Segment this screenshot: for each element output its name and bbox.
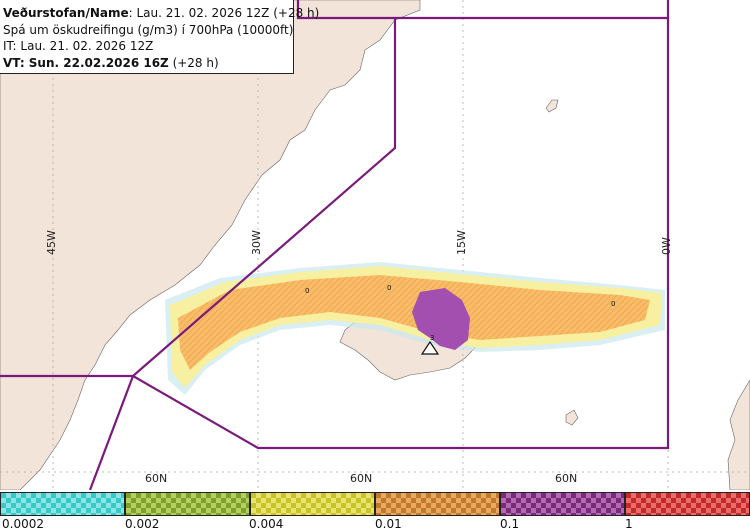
greenland-landmass <box>0 0 421 490</box>
volcano-marker-icon <box>420 340 440 355</box>
jan-mayen-island <box>545 99 559 113</box>
contour-label: 0 <box>611 300 615 308</box>
ash-plume <box>165 262 665 395</box>
product-line: Spá um öskudreifingu (g/m3) í 700hPa (10… <box>3 22 294 37</box>
legend-tick-0.01: 0.01 <box>375 517 402 531</box>
plume-high <box>412 288 470 350</box>
issuer-line: Veðurstofan/Name: Lau. 21. 02. 2026 12Z … <box>3 6 320 20</box>
lat-label-60n-left: 60N <box>145 472 168 485</box>
lon-label-30w: 30W <box>250 230 263 255</box>
legend-bin-1 <box>0 492 125 516</box>
lon-label-0w: 0W <box>660 237 673 255</box>
contour-label: 0 <box>305 287 309 295</box>
legend-bin-6 <box>625 492 750 516</box>
legend-bin-5 <box>500 492 625 516</box>
lon-label-45w: 45W <box>45 230 58 255</box>
legend-tick-0.002: 0.002 <box>125 517 160 531</box>
forecast-info-box: Veðurstofan/Name: Lau. 21. 02. 2026 12Z … <box>0 0 320 74</box>
legend-bin-2 <box>125 492 250 516</box>
contour-label: 0 <box>387 284 391 292</box>
lat-label-60n-right: 60N <box>555 472 578 485</box>
legend-tick-1: 1 <box>625 517 633 531</box>
norway-coast <box>727 379 750 490</box>
contour-label: 3 <box>430 334 434 342</box>
ash-dispersion-map: 0 0 0 3 <box>0 0 750 490</box>
lat-label-60n-center: 60N <box>350 472 373 485</box>
plume-mid <box>178 275 650 370</box>
legend-tick-0.1: 0.1 <box>500 517 520 531</box>
faroe-islands <box>565 409 579 426</box>
legend-tick-0.004: 0.004 <box>249 517 284 531</box>
concentration-legend: 0.0002 0.002 0.004 0.01 0.1 1 <box>0 490 750 532</box>
valid-time-line: VT: Sun. 22.02.2026 16Z (+28 h) <box>3 55 219 70</box>
legend-tick-0.0002: 0.0002 <box>2 517 44 531</box>
lon-label-15w: 15W <box>455 230 468 255</box>
legend-bin-4 <box>375 492 500 516</box>
legend-bin-3 <box>250 492 375 516</box>
issue-time-line: IT: Lau. 21. 02. 2026 12Z <box>3 39 154 53</box>
fir-boundary <box>0 0 670 490</box>
